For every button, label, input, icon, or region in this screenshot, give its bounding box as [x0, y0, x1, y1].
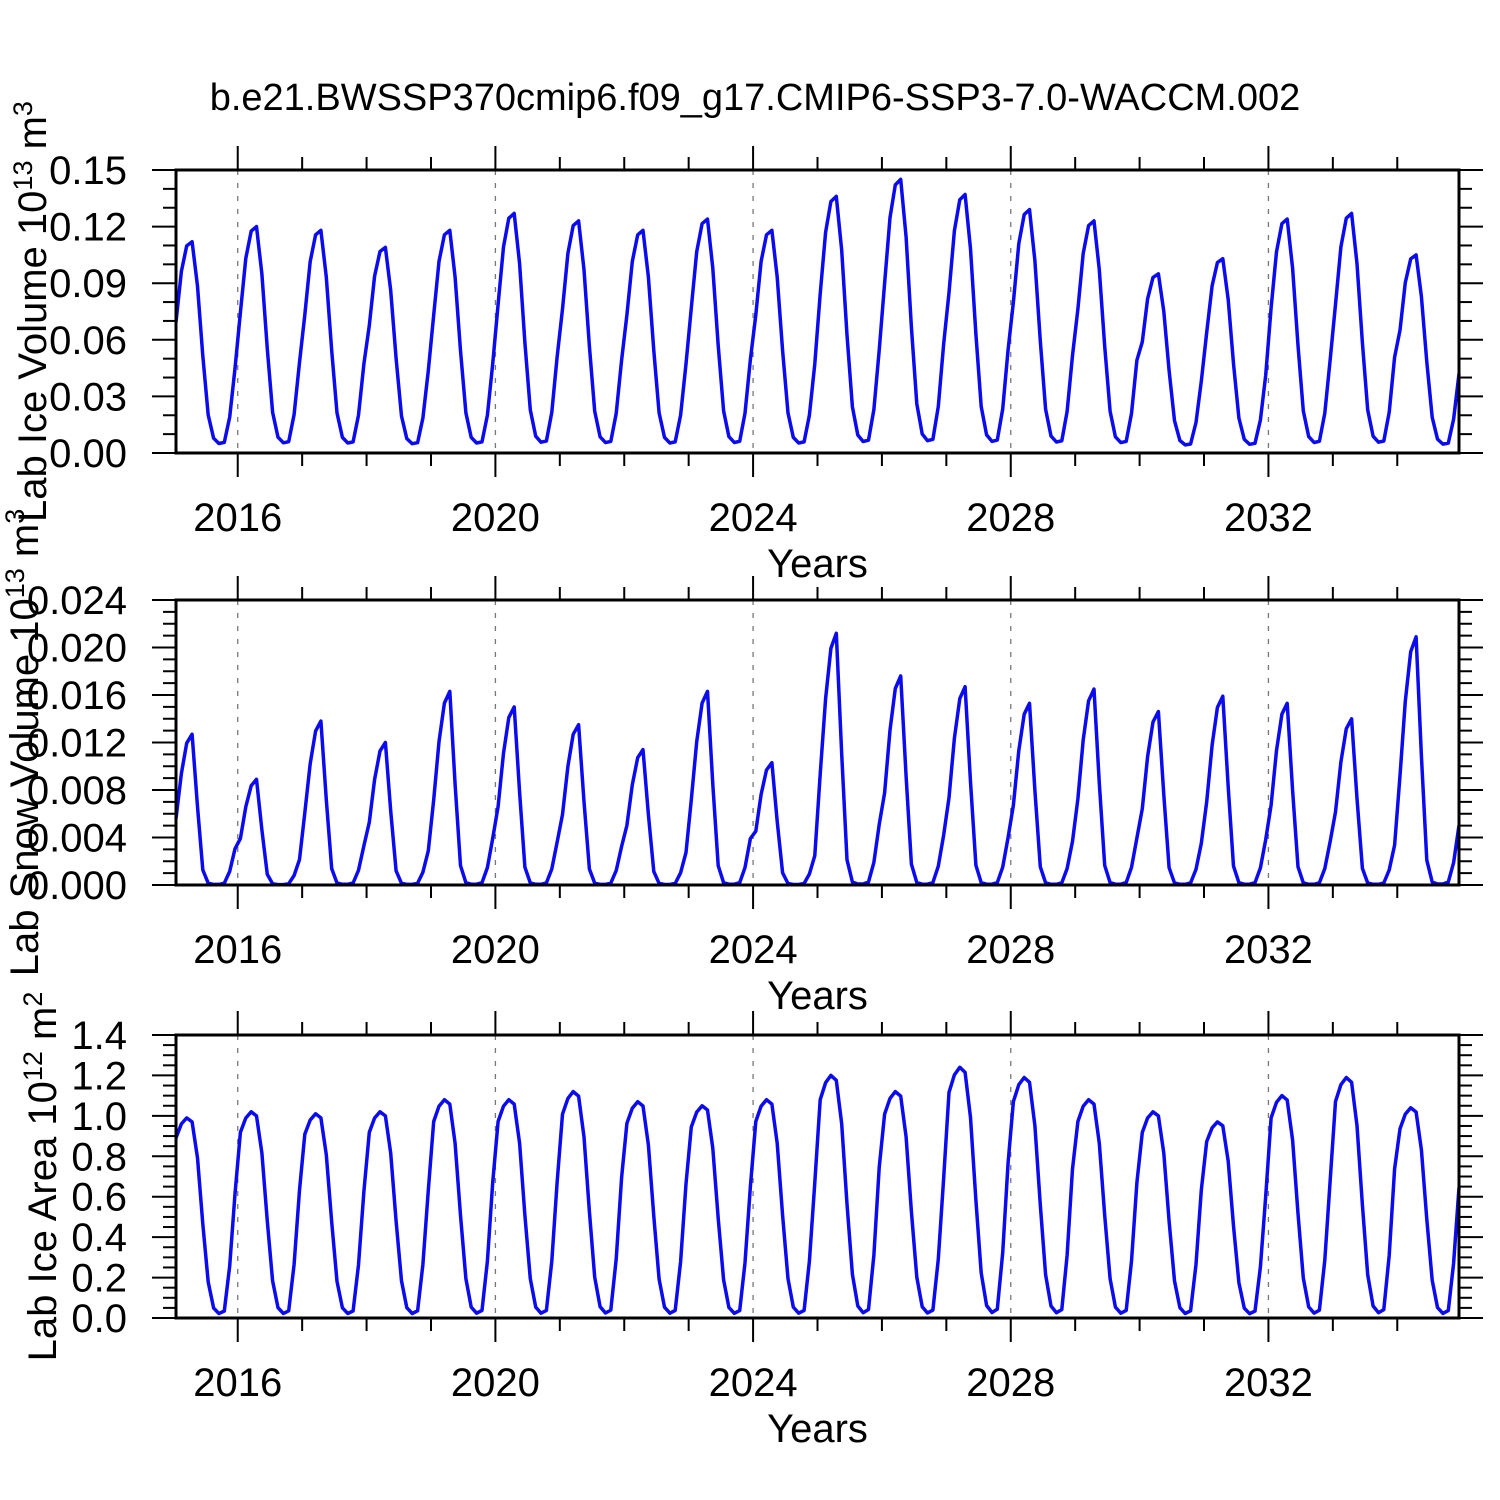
y-tick-label: 0.008 [27, 769, 127, 813]
y-tick-label: 0.020 [27, 627, 127, 671]
y-tick-label: 0.0 [71, 1297, 127, 1341]
x-tick-label: 2028 [966, 496, 1055, 540]
y-tick-label: 0.024 [27, 579, 127, 623]
panel-lab-ice-volume: 2016 2020 2024 2028 2032 Years 0.00 0.03 0.06 0.0… [8, 101, 1483, 586]
y-tick-label: 0.00 [49, 432, 127, 476]
x-tick-label: 2020 [451, 1361, 540, 1405]
x-tick-label: 2024 [709, 928, 798, 972]
x-axis-title: Years [767, 974, 868, 1018]
y-tick-label: 0.06 [49, 319, 127, 363]
y-axis-title-lab-snow-volume: Lab Snow Volume 1013 m3 [0, 509, 47, 977]
figure-title: b.e21.BWSSP370cmip6.f09_g17.CMIP6-SSP3-7… [210, 77, 1301, 119]
y-axis-title-lab-ice-volume: Lab Ice Volume 1013 m3 [8, 101, 55, 522]
y-tick-label: 0.012 [27, 722, 127, 766]
x-tick-label: 2024 [709, 1361, 798, 1405]
y-tick-label: 0.03 [49, 375, 127, 419]
y-tick-label: 0.2 [71, 1257, 127, 1301]
y-axis-title-lab-ice-area: Lab Ice Area 1012 m2 [18, 992, 65, 1362]
y-tick-label: 0.4 [71, 1216, 127, 1260]
y-tick-label: 0.6 [71, 1176, 127, 1220]
y-tick-label: 1.2 [71, 1054, 127, 1098]
y-tick-label: 0.15 [49, 149, 127, 193]
x-tick-label: 2032 [1224, 496, 1313, 540]
data-line-lab-snow-volume [174, 631, 1461, 887]
y-tick-label: 1.0 [71, 1095, 127, 1139]
x-tick-label: 2024 [709, 496, 798, 540]
x-tick-label: 2016 [193, 928, 282, 972]
x-tick-label: 2028 [966, 928, 1055, 972]
y-tick-label: 0.004 [27, 817, 127, 861]
x-tick-label: 2020 [451, 928, 540, 972]
x-tick-label: 2028 [966, 1361, 1055, 1405]
panel-lab-snow-volume: 2016 2020 2024 2028 2032 Years 0.0000.0040.008… [0, 509, 1483, 1018]
x-tick-label: 2016 [193, 496, 282, 540]
x-tick-label: 2032 [1224, 1361, 1313, 1405]
y-tick-label: 0.000 [27, 864, 127, 908]
x-axis-title: Years [767, 542, 868, 586]
x-tick-label: 2016 [193, 1361, 282, 1405]
data-line-lab-ice-area [174, 1065, 1461, 1316]
x-tick-label: 2020 [451, 496, 540, 540]
y-tick-label: 1.4 [71, 1014, 127, 1058]
y-tick-label: 0.8 [71, 1135, 127, 1179]
y-tick-label: 0.09 [49, 262, 127, 306]
x-tick-label: 2032 [1224, 928, 1313, 972]
y-tick-label: 0.12 [49, 206, 127, 250]
panel-lab-ice-area: 2016 2020 2024 2028 2032 Years 0.00.20.40.60.8… [18, 992, 1483, 1451]
x-axis-title: Years [767, 1407, 868, 1451]
data-line-lab-ice-volume [174, 177, 1461, 447]
y-tick-label: 0.016 [27, 674, 127, 718]
